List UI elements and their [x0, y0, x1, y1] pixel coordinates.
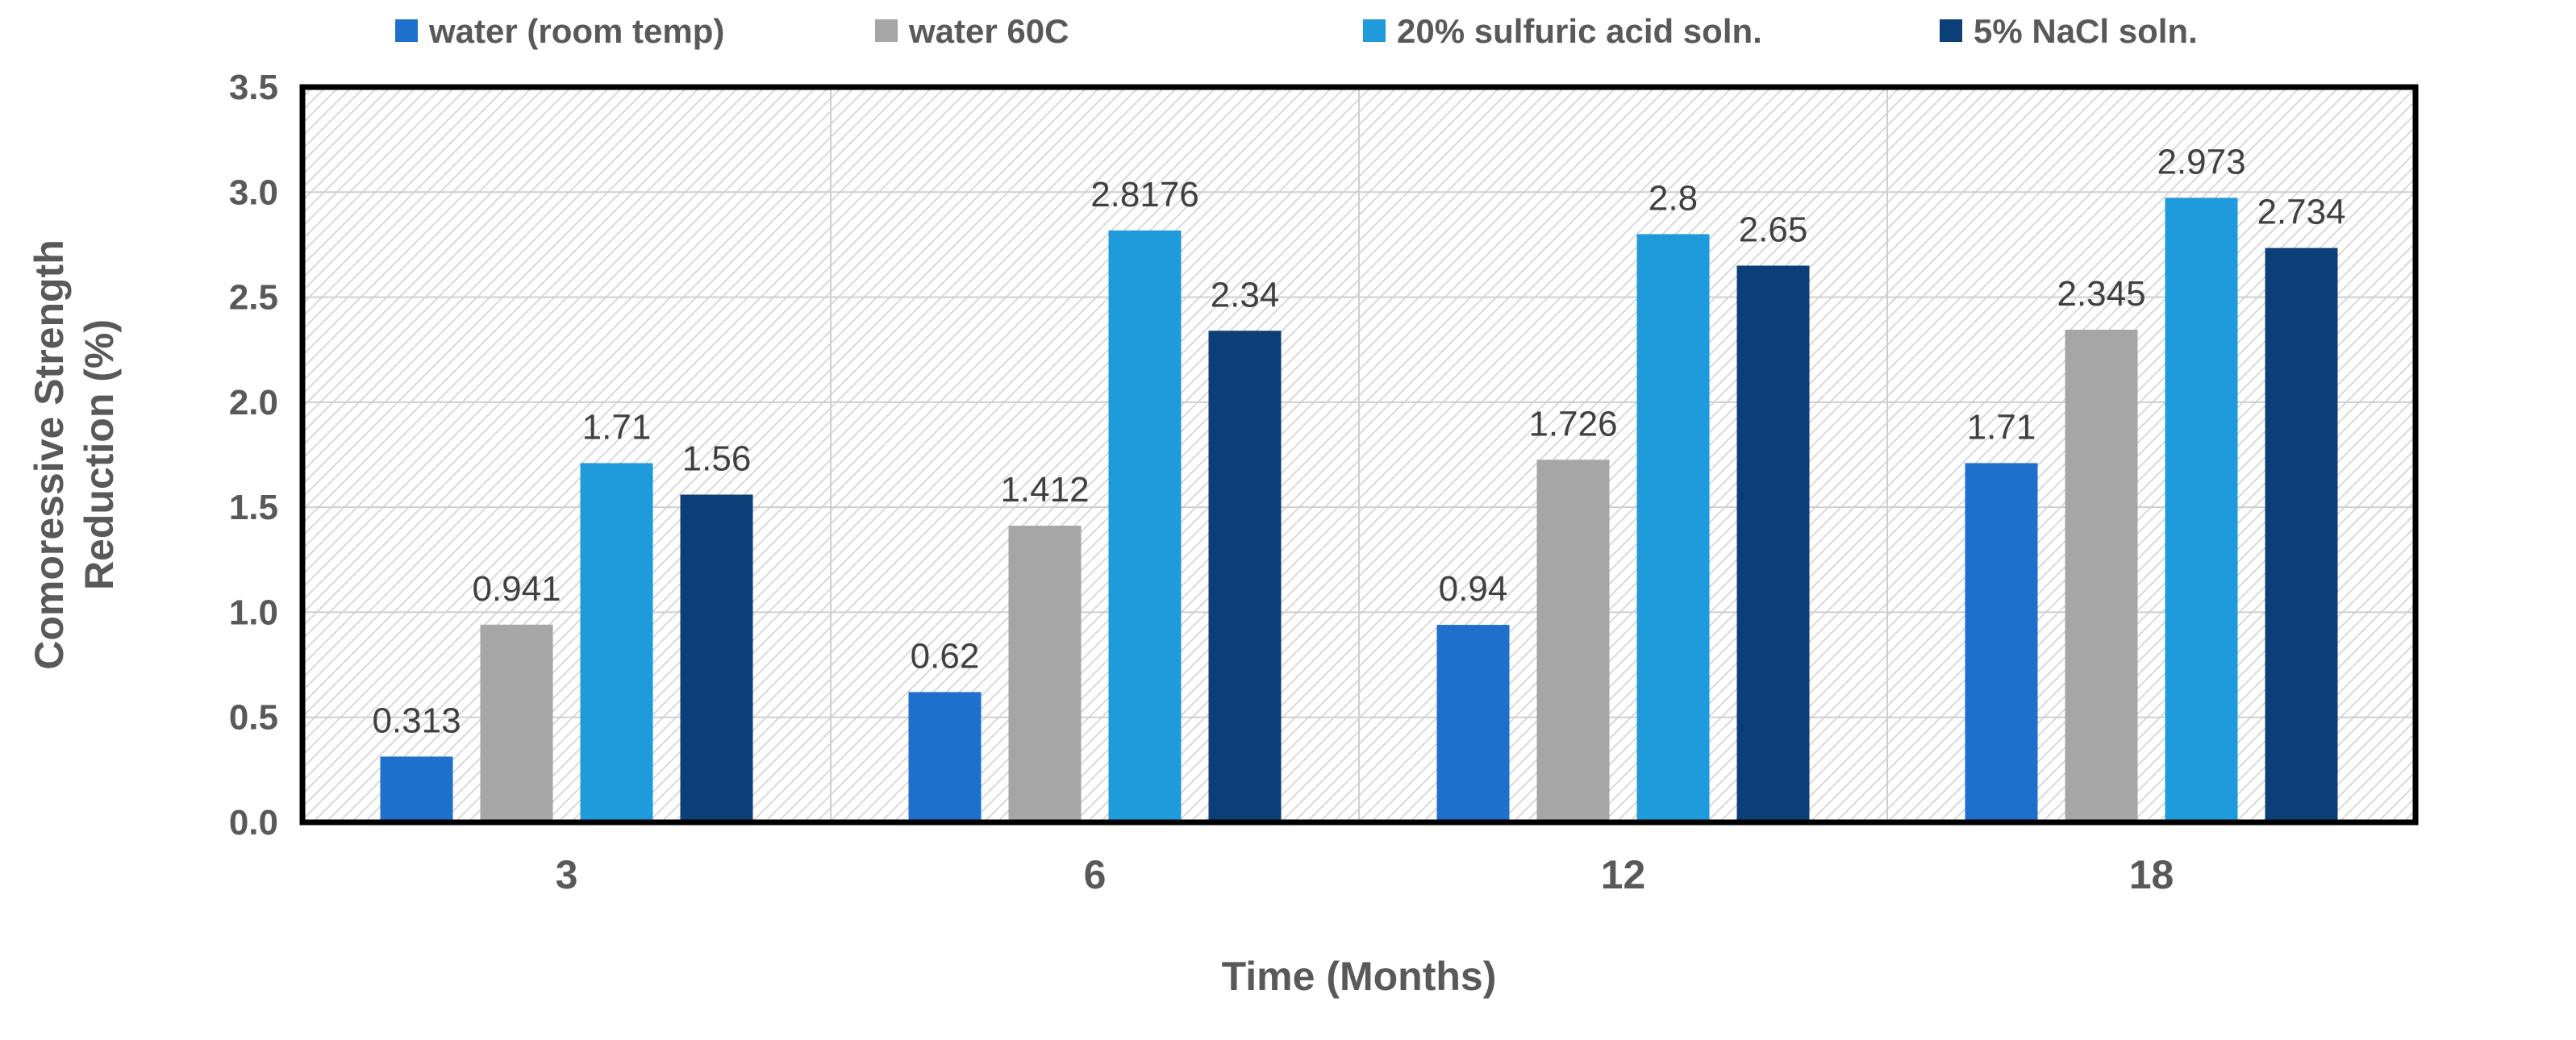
bars	[380, 198, 2338, 823]
legend-label: water 60C	[908, 12, 1069, 50]
bar	[1008, 526, 1082, 822]
y-tick-label: 1.0	[229, 593, 278, 632]
data-label: 2.973	[2157, 142, 2245, 181]
legend-swatch	[1363, 19, 1386, 42]
legend-swatch	[1940, 19, 1962, 42]
legend-item: 20% sulfuric acid soln.	[1363, 12, 1762, 50]
bar	[680, 494, 753, 822]
legend: water (room temp) water 60C 20% sulfuric a…	[395, 12, 2198, 50]
legend-label: water (room temp)	[428, 12, 724, 50]
y-axis-title-line-2: Reduction (%)	[77, 319, 122, 590]
data-label: 2.345	[2057, 274, 2145, 314]
y-tick-label: 2.0	[229, 383, 278, 422]
legend-swatch	[395, 19, 418, 42]
data-label: 2.65	[1739, 210, 1808, 249]
legend-label: 5% NaCl soln.	[1974, 12, 2198, 50]
bar	[1736, 265, 1810, 822]
y-tick-label: 3.5	[229, 68, 278, 107]
bar	[1636, 234, 1710, 822]
x-tick-label: 12	[1601, 852, 1646, 897]
bar	[1436, 625, 1510, 822]
data-label: 0.62	[911, 636, 980, 676]
bar	[1536, 460, 1610, 822]
data-label: 1.726	[1528, 404, 1617, 443]
data-label: 1.71	[1967, 407, 2036, 447]
bar	[1108, 230, 1182, 822]
legend-swatch	[875, 19, 898, 42]
data-label: 0.94	[1439, 569, 1508, 609]
y-tick-label: 2.5	[229, 278, 278, 318]
bar	[2265, 248, 2338, 822]
x-axis-title: Time (Months)	[1222, 954, 1497, 999]
data-label: 0.941	[472, 569, 561, 609]
data-labels: 0.313 0.941 1.71 1.56 0.62 1.412 2.8176 2.34 0.9…	[372, 142, 2345, 740]
legend-item: water 60C	[875, 12, 1069, 50]
x-tick-label: 6	[1084, 852, 1107, 897]
bar	[480, 624, 553, 822]
x-tick-label: 18	[2129, 852, 2174, 897]
data-label: 1.412	[1000, 470, 1089, 510]
bar	[1208, 331, 1282, 823]
data-label: 2.34	[1211, 275, 1280, 314]
legend-item: 5% NaCl soln.	[1940, 12, 2198, 50]
bar	[908, 692, 982, 822]
y-axis-title: Comoressive Strength Reduction (%)	[27, 239, 122, 669]
y-tick-label: 3.0	[229, 173, 278, 212]
x-axis-ticks: 3 6 12 18	[556, 852, 2174, 897]
bar	[580, 463, 653, 822]
plot-border	[299, 84, 2419, 826]
y-tick-label: 0.5	[229, 698, 278, 738]
bar	[2165, 198, 2238, 822]
legend-label: 20% sulfuric acid soln.	[1397, 12, 1762, 50]
data-label: 1.71	[582, 407, 652, 447]
bar	[2065, 329, 2138, 823]
y-axis-title-line-1: Comoressive Strength	[27, 239, 72, 669]
y-tick-label: 0.0	[229, 803, 278, 842]
y-axis-ticks: 0.0 0.5 1.0 1.5 2.0 2.5 3.0 3.5	[229, 68, 278, 842]
data-label: 0.313	[372, 701, 461, 740]
bar	[380, 756, 453, 822]
data-label: 2.8176	[1090, 175, 1199, 214]
x-tick-label: 3	[556, 852, 578, 897]
data-label: 2.8	[1649, 178, 1698, 218]
data-label: 1.56	[682, 439, 752, 479]
y-tick-label: 1.5	[229, 488, 278, 527]
bar	[1965, 463, 2038, 822]
data-label: 2.734	[2257, 193, 2345, 232]
legend-item: water (room temp)	[395, 12, 724, 50]
